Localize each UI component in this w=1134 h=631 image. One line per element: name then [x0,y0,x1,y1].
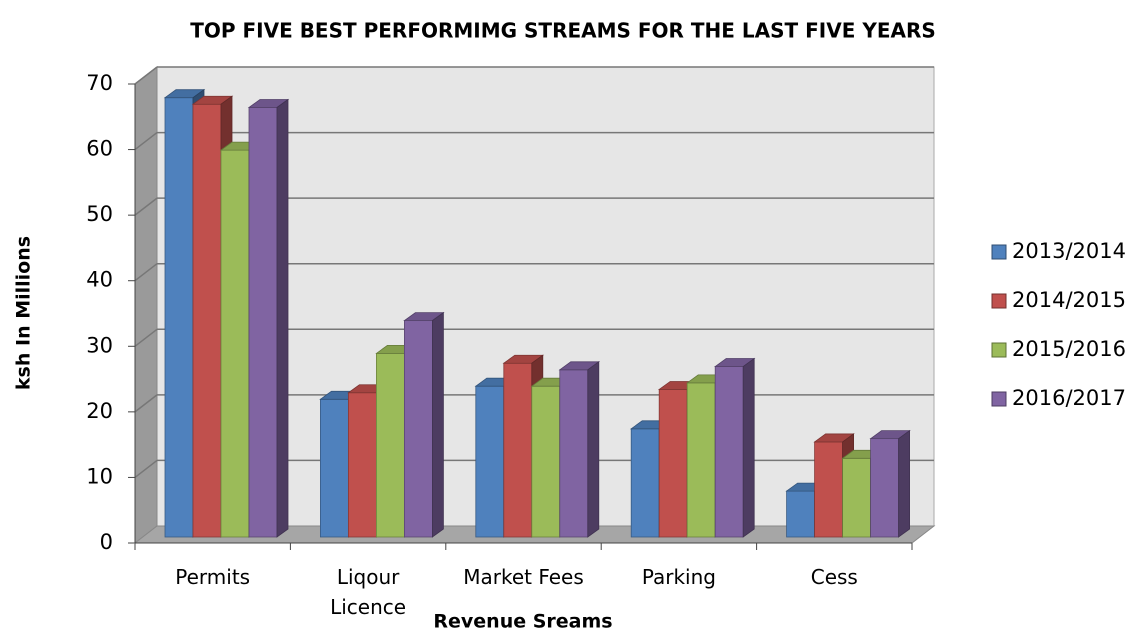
grid-line [134,459,158,479]
y-tick-label: 60 [86,137,113,161]
bar [319,398,349,538]
grid-line [134,328,158,347]
chart-title: TOP FIVE BEST PERFORMIMG STREAMS FOR THE… [190,19,936,43]
bar [714,366,744,538]
x-tick-label: Liqour Licence [330,565,407,619]
bar [559,369,589,538]
bar-side [742,357,755,538]
bar [503,362,533,538]
bar [164,97,194,538]
x-tick-label: Parking [641,565,716,589]
y-tick-label: 10 [86,464,113,488]
bar [870,438,899,538]
y-tick-label: 0 [100,530,113,554]
legend-swatch [991,293,1007,309]
grid-line [134,131,158,151]
bar [347,392,377,538]
side-wall [134,65,158,545]
bar [475,385,505,538]
bar [248,107,278,538]
bar-side [898,429,910,538]
y-axis-label: ksh In Millions [13,236,35,390]
legend-swatch [991,391,1007,407]
legend-label: 2016/2017 [1012,386,1126,410]
bar [814,441,843,538]
legend-swatch [991,342,1007,358]
x-tick-label: Market Fees [463,565,584,589]
bar [403,320,433,538]
x-tick-label: Cess [810,565,858,589]
bar [786,490,815,538]
legend-swatch [991,244,1007,260]
bar [630,428,660,538]
legend-label: 2013/2014 [1012,239,1126,263]
bar [375,352,405,538]
grid-line [134,197,158,216]
bar [658,389,688,538]
y-tick-label: 40 [86,268,113,292]
x-axis-label: Revenue Sreams [433,611,612,631]
grid-line [134,263,158,282]
y-tick-label: 50 [86,202,113,226]
legend-label: 2015/2016 [1012,337,1126,361]
bar [220,149,250,538]
bar-side [431,311,444,538]
bar [842,457,871,538]
grid-line [134,66,158,85]
grid-line [134,394,158,413]
bar-side [276,98,289,538]
bar [531,385,561,538]
bar [686,382,716,538]
bar [192,103,222,538]
y-tick-label: 70 [86,71,113,95]
bar-side [587,361,600,538]
y-tick-label: 30 [86,333,113,357]
x-tick-label: Permits [175,565,251,589]
y-tick-label: 20 [86,399,113,423]
legend-label: 2014/2015 [1012,288,1126,312]
